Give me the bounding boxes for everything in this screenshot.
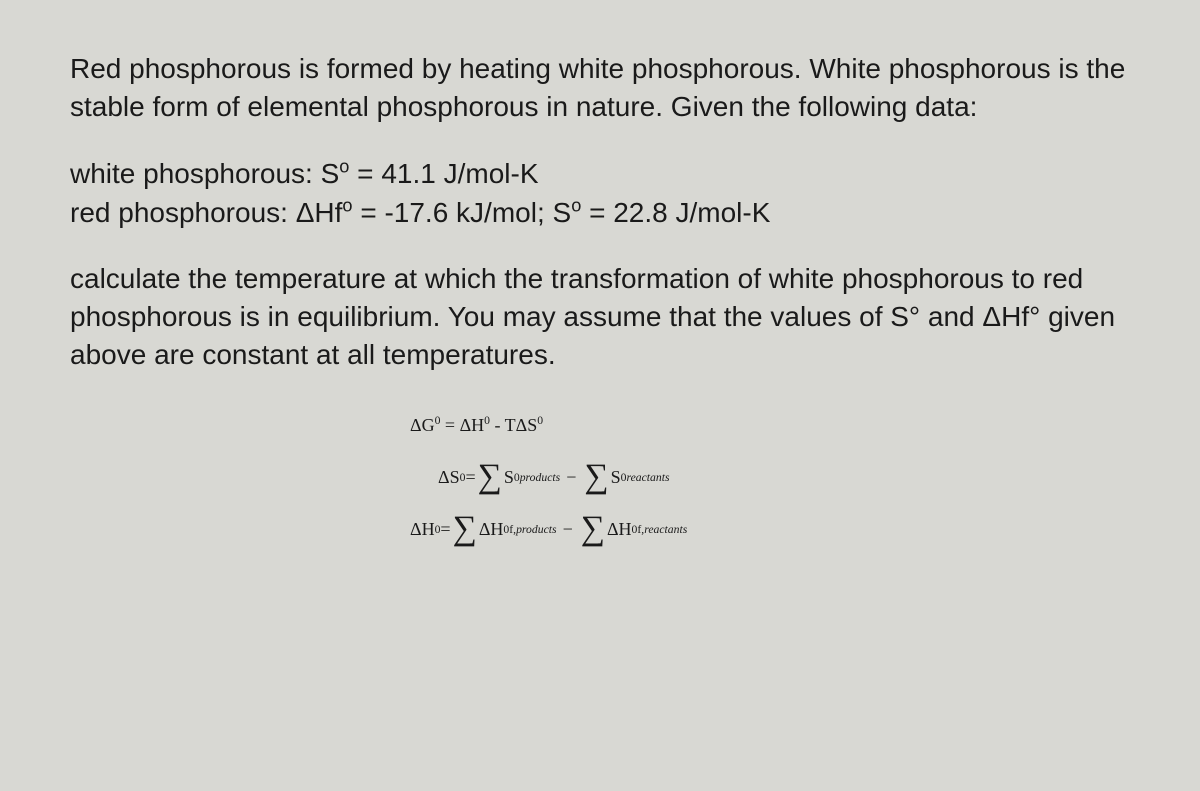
sigma-icon: ∑: [453, 512, 477, 546]
degree-sup: o: [571, 195, 581, 215]
sub-products: products: [520, 471, 560, 484]
red-phosphorous-line: red phosphorous: ΔHfo = -17.6 kJ/mol; So…: [70, 193, 1130, 232]
white-phosphorous-line: white phosphorous: So = 41.1 J/mol-K: [70, 154, 1130, 193]
red-value-b: = 22.8 J/mol-K: [581, 197, 770, 228]
sup-zero: 0: [484, 414, 490, 427]
sup-zero: 0: [435, 414, 441, 427]
minus: -: [495, 415, 505, 435]
sub-reactants: reactants: [644, 523, 687, 536]
sigma-icon: ∑: [581, 512, 605, 546]
sigma-icon: ∑: [584, 460, 608, 494]
intro-paragraph: Red phosphorous is formed by heating whi…: [70, 50, 1130, 126]
sigma-icon: ∑: [478, 460, 502, 494]
degree-sup: o: [339, 156, 349, 176]
red-label-a: red phosphorous: ΔHf: [70, 197, 342, 228]
s-term: S: [504, 467, 514, 488]
delta-s: ΔS: [438, 467, 460, 488]
s-term: S: [611, 467, 621, 488]
sub-f: f,: [637, 523, 644, 536]
data-block: white phosphorous: So = 41.1 J/mol-K red…: [70, 154, 1130, 232]
equals: =: [465, 467, 475, 488]
entropy-equation: ΔS0 = ∑ S0products − ∑ S0reactants: [438, 455, 1130, 499]
sub-products: products: [516, 523, 556, 536]
enthalpy-equation: ΔH0 = ∑ ΔH0f, products − ∑ ΔH0f, reactan…: [410, 507, 1130, 551]
gibbs-equation: ΔG0 = ΔH0 - TΔS0: [410, 403, 1130, 447]
t-delta-s: TΔS: [505, 415, 538, 435]
formula-block: ΔG0 = ΔH0 - TΔS0 ΔS0 = ∑ S0products − ∑ …: [410, 403, 1130, 551]
red-value-a: = -17.6 kJ/mol; S: [353, 197, 572, 228]
white-label: white phosphorous: S: [70, 158, 339, 189]
white-value: = 41.1 J/mol-K: [349, 158, 538, 189]
degree-sup: o: [342, 195, 352, 215]
delta-hf: ΔH: [479, 519, 504, 540]
delta-hf: ΔH: [607, 519, 632, 540]
delta-h: ΔH: [410, 519, 435, 540]
equals: =: [440, 519, 450, 540]
minus: −: [566, 467, 576, 488]
delta-g: ΔG: [410, 415, 435, 435]
sup-zero: 0: [537, 414, 543, 427]
delta-h: ΔH: [460, 415, 485, 435]
sub-reactants: reactants: [626, 471, 669, 484]
equals: =: [445, 415, 460, 435]
minus: −: [563, 519, 573, 540]
question-paragraph: calculate the temperature at which the t…: [70, 260, 1130, 373]
